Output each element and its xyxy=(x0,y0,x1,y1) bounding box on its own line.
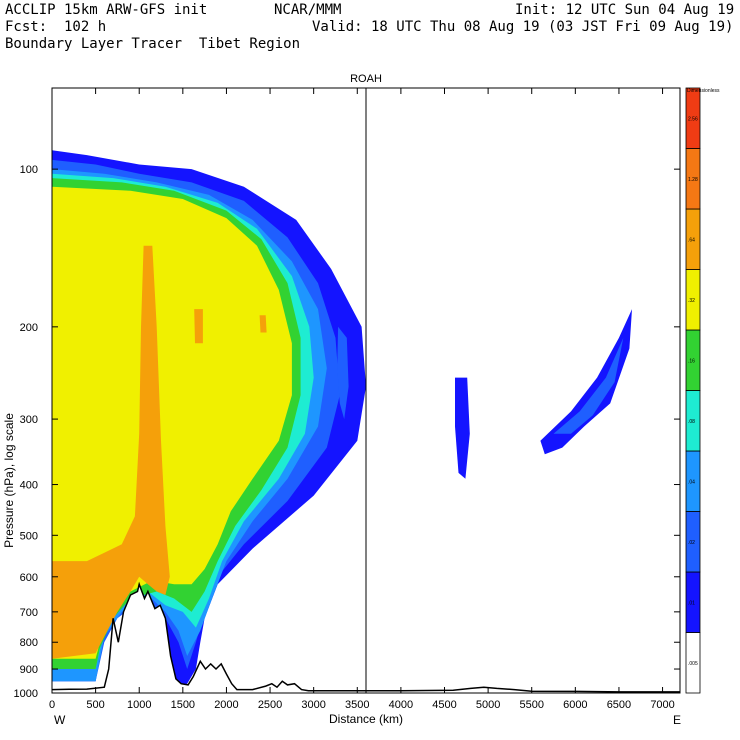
tracer-region-12 xyxy=(194,309,203,344)
colorbar-level-label: .32 xyxy=(688,298,695,304)
tracer-region-2 xyxy=(455,377,470,479)
header-product: Boundary Layer Tracer Tibet Region xyxy=(5,36,301,52)
colorbar-level-label: 1.28 xyxy=(688,177,698,183)
x-axis-east-label: E xyxy=(673,713,681,727)
tracer-region-13 xyxy=(259,315,267,333)
header-init: Init: 12 UTC Sun 04 Aug 19 xyxy=(515,2,735,18)
tracer-region-6 xyxy=(553,337,624,434)
x-tick-label: 6000 xyxy=(563,699,587,711)
header-org: NCAR/MMM xyxy=(274,2,342,18)
x-axis-title: Distance (km) xyxy=(329,712,403,726)
header-fcst: Fcst: 102 h xyxy=(5,19,107,35)
x-tick-label: 5000 xyxy=(476,699,500,711)
colorbar-level-label: .02 xyxy=(688,540,695,546)
plot-frame xyxy=(51,87,681,694)
terrain-line xyxy=(51,581,680,693)
tracer-region-3 xyxy=(540,309,632,455)
x-tick-label: 3500 xyxy=(345,699,369,711)
y-tick-label: 500 xyxy=(20,530,38,542)
colorbar-level-label: 2.56 xyxy=(688,116,698,122)
colorbar-title: Dimensionless xyxy=(687,88,720,94)
y-tick-label: 100 xyxy=(20,164,38,176)
chart-title: ROAH xyxy=(350,73,382,85)
y-tick-label: 300 xyxy=(20,414,38,426)
x-tick-label: 4500 xyxy=(432,699,456,711)
y-tick-label: 900 xyxy=(20,664,38,676)
colorbar-level-label: .01 xyxy=(688,600,695,606)
x-tick-label: 4000 xyxy=(389,699,413,711)
terrain-profile xyxy=(51,581,680,693)
x-tick-label: 0 xyxy=(49,699,55,711)
y-tick-label: 700 xyxy=(20,607,38,619)
y-tick-label: 600 xyxy=(20,572,38,584)
colorbar-swatch xyxy=(685,87,701,149)
colorbar-level-label: .16 xyxy=(688,358,695,364)
x-tick-label: 2500 xyxy=(258,699,282,711)
colorbar-level-label: .04 xyxy=(688,479,695,485)
tracer-region-5 xyxy=(337,326,349,420)
tracer-region-11 xyxy=(52,245,170,659)
x-tick-label: 5500 xyxy=(519,699,543,711)
y-axis-title: Pressure (hPa), log scale xyxy=(2,413,16,548)
x-tick-label: 1000 xyxy=(127,699,151,711)
x-tick-label: 7000 xyxy=(650,699,674,711)
y-tick-label: 400 xyxy=(20,480,38,492)
tracer-region-10 xyxy=(52,186,292,659)
x-tick-label: 3000 xyxy=(301,699,325,711)
tracer-fields xyxy=(52,150,632,689)
colorbar-level-label: .64 xyxy=(688,237,695,243)
colorbar-level-label: .005 xyxy=(688,661,698,667)
x-axis: 0 500 1000 1500 2000 2500 3000 3500 4000 4500 5000… xyxy=(49,88,675,711)
colorbar-level-label: .08 xyxy=(688,419,695,425)
y-tick-label: 1000 xyxy=(14,688,38,700)
header-model: ACCLIP 15km ARW-GFS init xyxy=(5,2,208,18)
x-tick-label: 2000 xyxy=(214,699,238,711)
x-tick-label: 6500 xyxy=(607,699,631,711)
x-tick-label: 500 xyxy=(86,699,104,711)
colorbar: .005 .01 .02 .04 .08 .16 .32 .64 1.28 2.56 Dimensi… xyxy=(685,87,720,694)
y-axis: 100 200 300 400 500 600 700 800 900 1000 xyxy=(14,164,680,700)
x-tick-label: 1500 xyxy=(171,699,195,711)
header-valid: Valid: 18 UTC Thu 08 Aug 19 (03 JST Fri … xyxy=(312,19,734,35)
y-tick-label: 200 xyxy=(20,322,38,334)
y-tick-label: 800 xyxy=(20,637,38,649)
x-axis-west-label: W xyxy=(54,713,66,727)
